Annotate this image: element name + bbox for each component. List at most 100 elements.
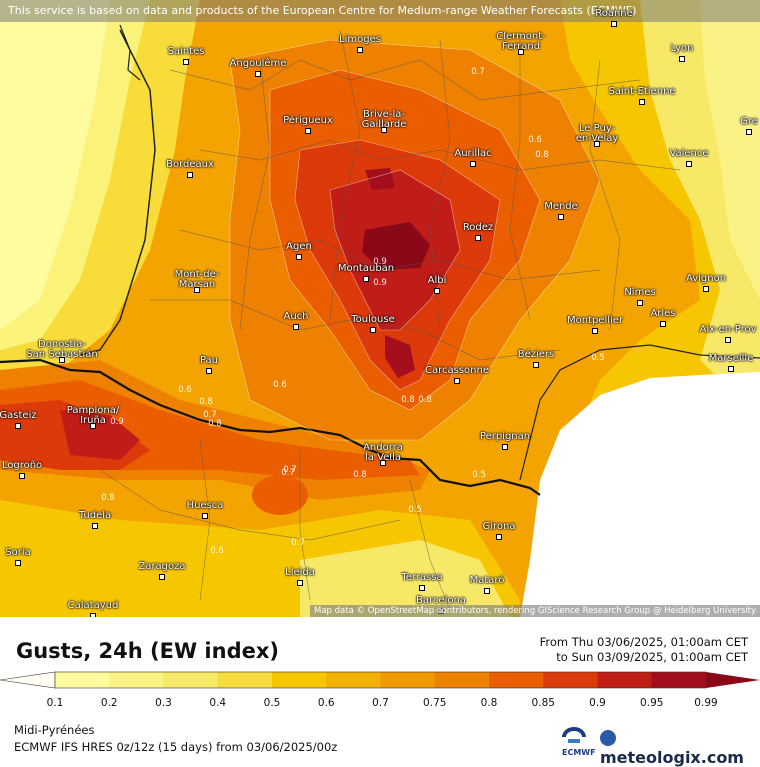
- contour-label: 0.9: [110, 417, 124, 427]
- city-label-le-puy-en-velay: Le Puy- en-Velay: [575, 123, 619, 144]
- city-marker-avignon: [703, 286, 709, 292]
- city-marker-b-ziers: [533, 362, 539, 368]
- city-label-p-rigueux: Périgueux: [283, 115, 333, 126]
- scale-tick-label: 0.2: [100, 697, 118, 709]
- scale-swatch: [489, 672, 544, 688]
- model-info: ECMWF IFS HRES 0z/12z (15 days) from 03/…: [14, 740, 338, 754]
- city-marker-auch: [293, 324, 299, 330]
- city-label-valence: Valence: [669, 148, 709, 159]
- scale-tick-label: 0.85: [531, 697, 555, 709]
- city-marker-aurillac: [470, 161, 476, 167]
- scale-swatch: [597, 672, 653, 688]
- scale-min-arrow: [0, 671, 56, 689]
- contour-label: 0.6: [273, 380, 287, 390]
- city-label-bordeaux: Bordeaux: [166, 159, 214, 170]
- city-label-albi: Albi: [427, 275, 447, 286]
- city-label-mont-de-marsan: Mont-de- Marsan: [174, 269, 220, 290]
- period-start: From Thu 03/06/2025, 01:00am CET: [539, 635, 748, 649]
- contour-label: 0.8: [208, 419, 222, 429]
- city-label-clermont-ferrand: Clermont- Ferrand: [496, 31, 546, 52]
- contour-label: 0.6: [210, 546, 224, 556]
- scale-tick-label: 0.75: [423, 697, 447, 709]
- city-marker-terrassa: [419, 585, 425, 591]
- scale-swatch: [434, 672, 490, 688]
- contour-label: 0.8: [401, 395, 415, 405]
- city-label-limoges: Limoges: [339, 34, 381, 45]
- city-label-zaragoza: Zaragoza: [138, 561, 186, 572]
- city-label-aurillac: Aurillac: [454, 148, 492, 159]
- contour-label: 0.5: [472, 470, 486, 480]
- city-marker-lyon: [679, 56, 685, 62]
- meteologix-logo[interactable]: meteologix.com: [600, 729, 760, 767]
- scale-tick-label: 0.6: [317, 697, 335, 709]
- forecast-map[interactable]: This service is based on data and produc…: [0, 0, 760, 617]
- city-label-agen: Agen: [286, 241, 312, 252]
- city-label-mende: Mende: [544, 201, 578, 212]
- city-marker-p-rigueux: [305, 128, 311, 134]
- scale-swatch: [55, 672, 110, 688]
- city-marker-gasteiz: [15, 423, 21, 429]
- city-label-gre: Gre: [740, 116, 758, 127]
- city-label-soria: Soria: [5, 547, 31, 558]
- contour-label: 0.6: [178, 385, 192, 395]
- scale-tick-label: 0.5: [263, 697, 281, 709]
- city-label-brive-la-gaillarde: Brive-la- Gaillarde: [361, 109, 407, 130]
- contour-label: 0.9: [373, 278, 387, 288]
- city-marker-mont-de-marsan: [194, 287, 200, 293]
- city-marker-limoges: [357, 47, 363, 53]
- city-label-montpellier: Montpellier: [566, 315, 624, 326]
- contour-label: 0.8: [101, 493, 115, 503]
- city-label-auch: Auch: [283, 311, 309, 322]
- contour-label: 0.8: [353, 470, 367, 480]
- period-end: to Sun 03/09/2025, 01:00am CET: [556, 650, 748, 664]
- contour-label: 0.5: [591, 353, 605, 363]
- city-label-avignon: Avignon: [685, 273, 727, 284]
- city-marker-gre: [746, 129, 752, 135]
- scale-tick-label: 0.8: [480, 697, 498, 709]
- scale-tick-label: 0.9: [589, 697, 606, 709]
- color-scale-bar: [0, 671, 760, 689]
- city-marker-pau: [206, 368, 212, 374]
- city-label-angoul-me: Angoulême: [229, 58, 287, 69]
- gust-field: [0, 0, 760, 617]
- city-marker-brive-la-gaillarde: [381, 127, 387, 133]
- city-label-b-ziers: Béziers: [517, 349, 555, 360]
- city-marker-n-mes: [637, 300, 643, 306]
- city-marker-angoul-me: [255, 71, 261, 77]
- scale-swatch: [109, 672, 164, 688]
- city-marker-rodez: [475, 235, 481, 241]
- city-label-toulouse: Toulouse: [351, 314, 395, 325]
- city-marker-andorra-la-vella: [380, 460, 386, 466]
- city-marker-roanne: [611, 21, 617, 27]
- scale-tick-label: 0.3: [155, 697, 172, 709]
- city-marker-marseille: [728, 366, 734, 372]
- map-attribution[interactable]: Map data © OpenStreetMap contributors, r…: [310, 605, 760, 617]
- city-marker-tudela: [92, 523, 98, 529]
- city-marker-zaragoza: [159, 574, 165, 580]
- city-label-matar: Mataró: [469, 575, 505, 586]
- scale-swatch: [326, 672, 381, 688]
- contour-label: 0.5: [408, 505, 422, 515]
- ecmwf-logo-text: ECMWF: [562, 748, 596, 757]
- city-label-perpignan: Perpignan: [479, 431, 531, 442]
- city-marker-calatayud: [90, 613, 96, 617]
- scale-frame: [54, 671, 707, 689]
- city-label-marseille: Marseille: [708, 353, 754, 364]
- city-marker-mende: [558, 214, 564, 220]
- scale-tick-label: 0.95: [640, 697, 664, 709]
- contour-label: 0.9: [373, 257, 387, 267]
- scale-swatch: [163, 672, 219, 688]
- scale-max-arrow: [706, 672, 760, 688]
- contour-label: 0.7: [283, 465, 297, 475]
- city-marker-girona: [496, 534, 502, 540]
- city-label-gasteiz: Gasteiz: [0, 410, 37, 421]
- city-marker-albi: [434, 288, 440, 294]
- city-label-calatayud: Calatayud: [67, 600, 119, 611]
- scale-swatch: [651, 672, 707, 688]
- city-label-saintes: Saintes: [167, 46, 205, 57]
- city-marker-le-puy-en-velay: [594, 141, 600, 147]
- city-marker-bordeaux: [187, 172, 193, 178]
- city-label-tudela: Tudela: [78, 510, 112, 521]
- city-label-aix-en-prov: Aix-en-Prov: [699, 324, 757, 335]
- city-label-carcassonne: Carcassonne: [425, 365, 489, 376]
